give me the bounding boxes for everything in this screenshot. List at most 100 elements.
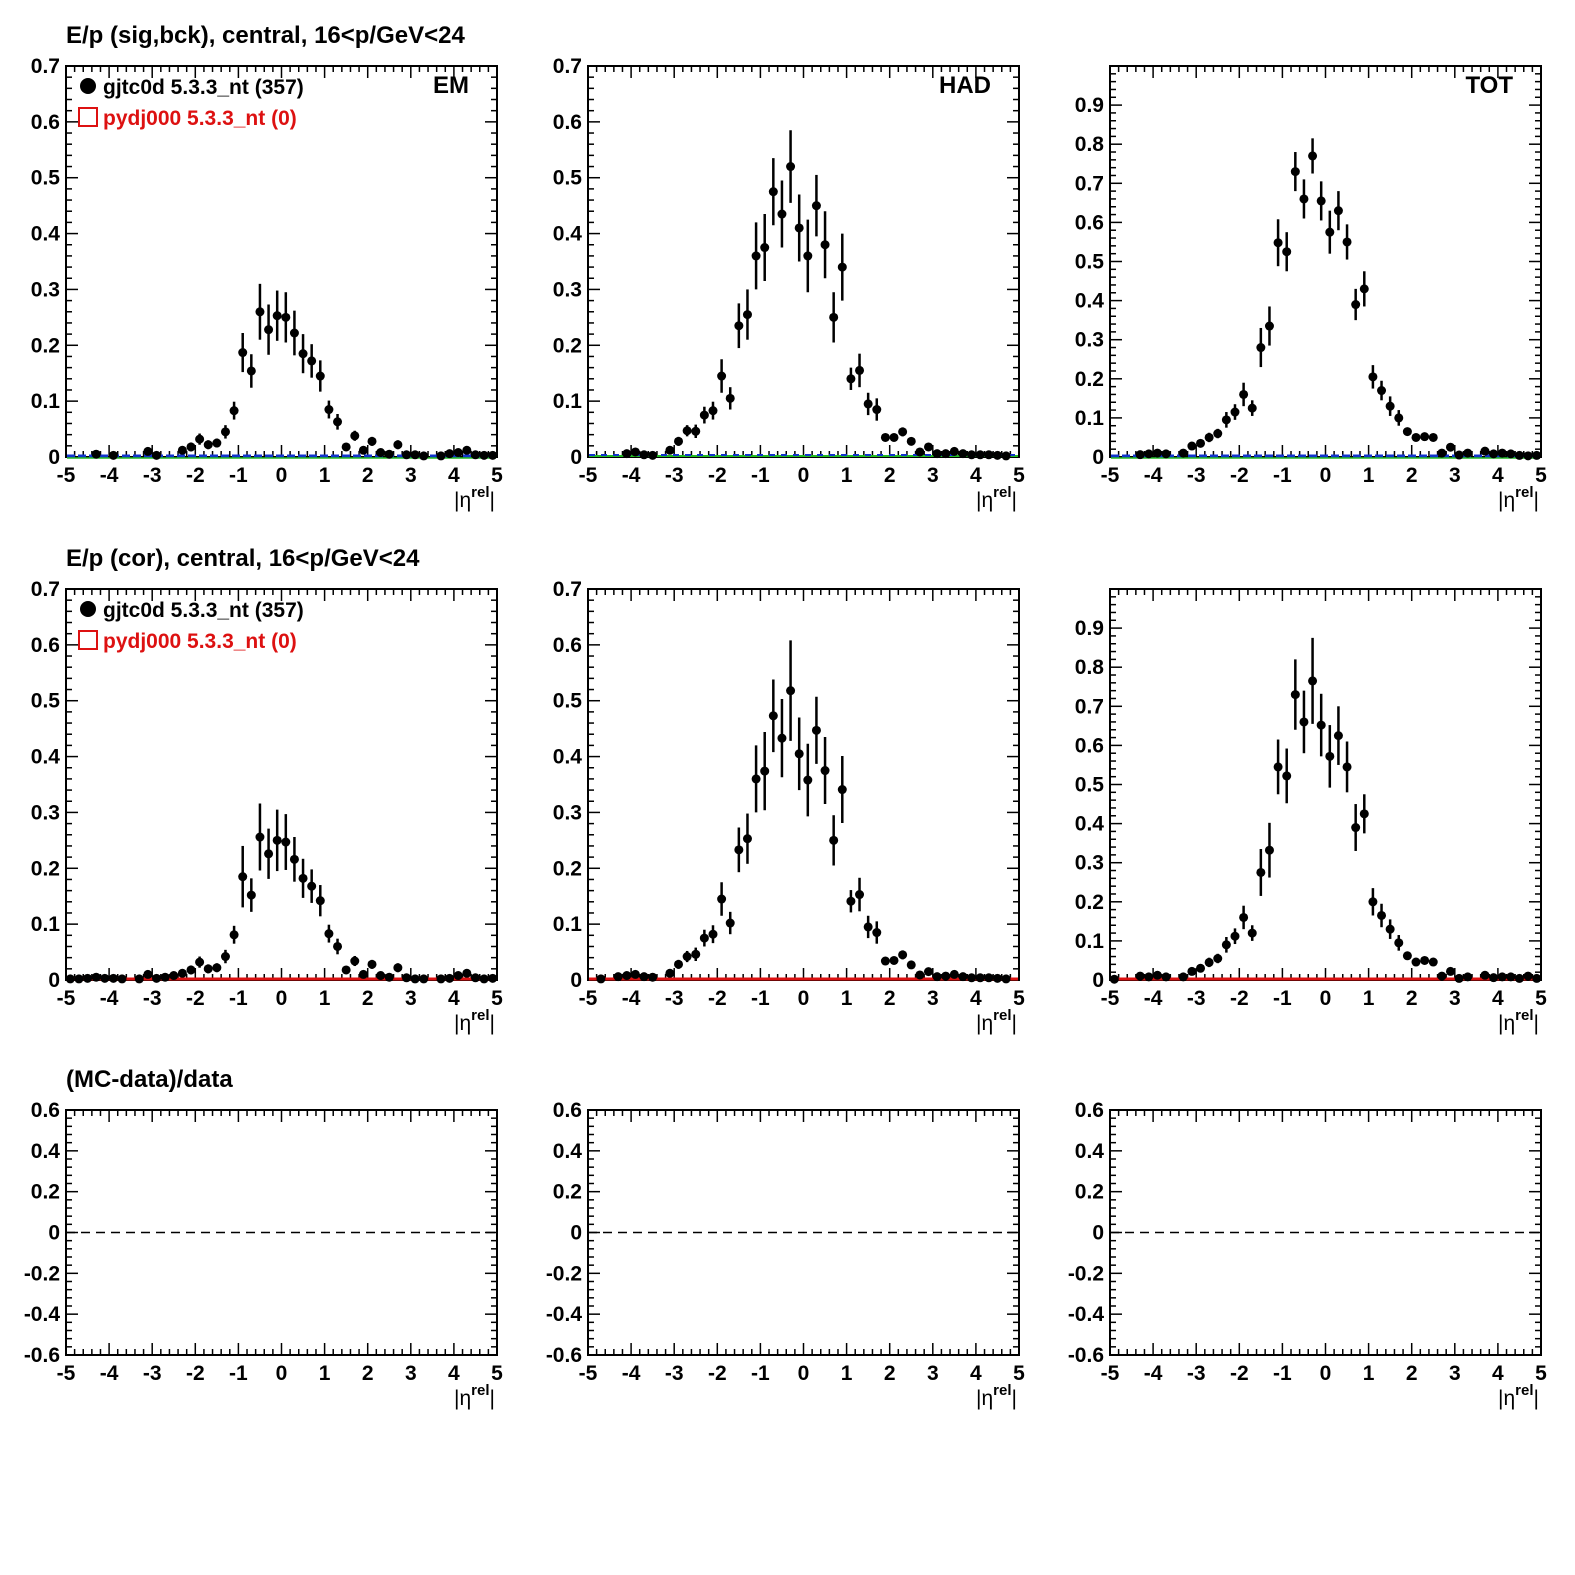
x-tick-label: -3: [665, 987, 684, 1010]
data-point: [820, 240, 830, 250]
x-tick-label: 5: [1535, 1362, 1547, 1385]
x-axis-label-main: |η: [976, 1387, 993, 1410]
data-point: [1394, 938, 1404, 948]
x-tick-label: 3: [927, 1362, 939, 1385]
data-point: [410, 974, 420, 984]
data-point: [281, 312, 291, 322]
data-point: [1377, 386, 1387, 396]
x-tick-label: -3: [143, 987, 162, 1010]
panel-row2-EM: E/p (cor), central, 16<p/GeV<24 -5 -4 -3 -2 -…: [31, 545, 503, 1035]
data-point: [143, 446, 153, 456]
data-point: [410, 450, 420, 460]
x-tick-label: -2: [186, 1362, 205, 1385]
data-point: [350, 956, 360, 966]
data-point: [1282, 771, 1292, 781]
x-tick-label: -2: [708, 1362, 727, 1385]
y-tick-label: 0.7: [553, 578, 582, 601]
x-tick-label: -5: [57, 987, 76, 1010]
data-point: [1489, 973, 1499, 983]
y-tick-label: 0.7: [1075, 695, 1104, 718]
data-point: [220, 952, 230, 962]
x-tick-label: -2: [1230, 464, 1249, 487]
x-tick-label: 5: [491, 1362, 503, 1385]
y-tick-label: 0.4: [553, 746, 583, 769]
data-point: [967, 450, 977, 460]
x-tick-label: 3: [405, 464, 417, 487]
y-tick-label: 0: [1092, 1222, 1104, 1245]
x-tick-label: 2: [884, 987, 896, 1010]
data-point: [708, 406, 718, 416]
x-tick-label: -1: [1273, 464, 1292, 487]
x-axis-label-sup: rel: [993, 484, 1011, 501]
x-tick-label: -2: [708, 464, 727, 487]
x-tick-label: -3: [1187, 987, 1206, 1010]
x-axis-label-main: |η: [976, 489, 993, 512]
data-point: [1290, 167, 1300, 177]
data-point: [1497, 448, 1507, 458]
y-tick-label: 0.1: [31, 913, 61, 936]
series-0: [65, 803, 498, 984]
x-axis-label-close: |: [490, 489, 495, 512]
data-point: [117, 974, 127, 984]
data-point: [1428, 957, 1438, 967]
y-tick-label: 0.3: [31, 801, 60, 824]
y-tick-label: -0.4: [546, 1303, 583, 1326]
x-tick-label: -2: [1230, 1362, 1249, 1385]
data-point: [786, 686, 796, 696]
data-point: [1385, 924, 1395, 934]
panels-layer: E/p (sig,bck), central, 16<p/GeV<24-5 -4-…: [24, 22, 1547, 1410]
y-tick-label: 0.4: [553, 1140, 583, 1163]
data-point: [152, 450, 162, 460]
x-tick-label: 5: [491, 987, 503, 1010]
data-point: [169, 971, 179, 981]
y-tick-label: 0.6: [31, 1099, 60, 1122]
data-point: [324, 929, 334, 939]
data-point: [682, 426, 692, 436]
x-axis-label-close: |: [490, 1387, 495, 1410]
data-point: [212, 963, 222, 973]
x-tick-label: -5: [579, 464, 598, 487]
x-tick-label: 3: [927, 987, 939, 1010]
x-tick-label: -5: [1101, 987, 1120, 1010]
x-tick-label: -4: [100, 464, 119, 487]
y-tick-label: 0.6: [553, 634, 582, 657]
data-point: [1437, 971, 1447, 981]
x-tick-label: -3: [1187, 1362, 1206, 1385]
data-point: [272, 311, 282, 321]
data-point: [630, 969, 640, 979]
data-point: [1523, 451, 1533, 461]
x-axis-label-sup: rel: [993, 1382, 1011, 1399]
data-point: [264, 849, 274, 859]
data-point: [1239, 912, 1249, 922]
data-point: [992, 973, 1002, 983]
data-point: [734, 845, 744, 855]
y-tick-label: 0.2: [31, 857, 60, 880]
data-point: [1204, 432, 1214, 442]
x-tick-label: -5: [579, 987, 598, 1010]
data-point: [1135, 971, 1145, 981]
x-tick-label: 2: [1406, 464, 1418, 487]
x-tick-label: 4: [448, 987, 460, 1010]
y-tick-label: 0.4: [31, 746, 61, 769]
panel-label: TOT: [1465, 72, 1513, 99]
x-tick-label: 2: [362, 987, 374, 1010]
x-tick-label: -1: [229, 1362, 248, 1385]
x-tick-label: -4: [1144, 464, 1163, 487]
data-point: [1299, 194, 1309, 204]
data-point: [307, 356, 317, 366]
data-point: [462, 968, 472, 978]
data-point: [1152, 448, 1162, 458]
data-point: [1273, 238, 1283, 248]
x-axis-label: |ηrel|: [976, 1382, 1017, 1410]
data-point: [846, 896, 856, 906]
data-point: [794, 749, 804, 759]
data-point: [1506, 449, 1516, 459]
data-point: [898, 950, 908, 960]
x-tick-label: 2: [1406, 987, 1418, 1010]
data-point: [246, 366, 256, 376]
x-tick-label: 1: [841, 987, 853, 1010]
y-tick-label: 0.5: [1075, 774, 1105, 797]
data-point: [1308, 676, 1318, 686]
data-point: [195, 957, 205, 967]
